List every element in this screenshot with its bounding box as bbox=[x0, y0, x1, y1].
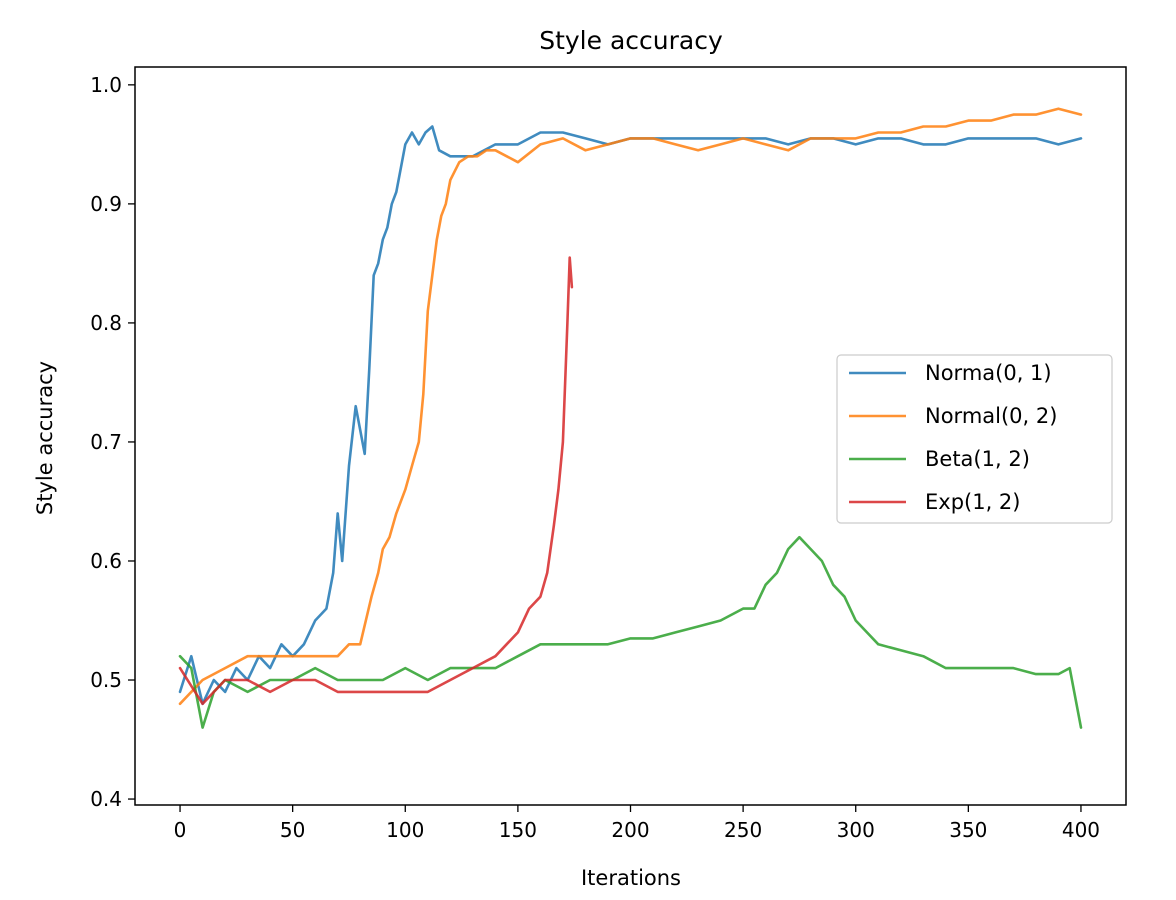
x-axis-label: Iterations bbox=[581, 866, 681, 890]
series-line-2 bbox=[178, 107, 1083, 706]
x-tick-label: 400 bbox=[1062, 818, 1100, 842]
y-tick-label: 0.5 bbox=[90, 668, 122, 692]
y-axis: 0.4 0.5 0.6 0.7 0.8 0.9 1.0 bbox=[90, 73, 135, 811]
y-tick-label: 0.9 bbox=[90, 192, 122, 216]
legend-label: Normal(0, 2) bbox=[925, 404, 1057, 428]
series-layer bbox=[178, 107, 1083, 729]
y-axis-label: Style accuracy bbox=[33, 361, 57, 515]
x-tick-label: 200 bbox=[611, 818, 649, 842]
chart-title: Style accuracy bbox=[539, 26, 723, 55]
x-tick-label: 350 bbox=[949, 818, 987, 842]
x-axis: 0 50 100 150 200 250 300 350 400 bbox=[174, 805, 1100, 842]
x-tick-label: 0 bbox=[174, 818, 187, 842]
y-tick-label: 1.0 bbox=[90, 73, 122, 97]
series-line-1 bbox=[178, 125, 1083, 706]
legend-label: Exp(1, 2) bbox=[925, 490, 1020, 514]
legend-label: Norma(0, 1) bbox=[925, 361, 1052, 385]
x-tick-label: 300 bbox=[837, 818, 875, 842]
series-line-3 bbox=[178, 535, 1083, 729]
y-tick-label: 0.4 bbox=[90, 787, 122, 811]
x-tick-label: 50 bbox=[280, 818, 305, 842]
legend: Norma(0, 1) Normal(0, 2) Beta(1, 2) Exp(1, … bbox=[836, 354, 1113, 524]
y-tick-label: 0.7 bbox=[90, 430, 122, 454]
x-tick-label: 250 bbox=[724, 818, 762, 842]
x-tick-label: 100 bbox=[386, 818, 424, 842]
series-line-4 bbox=[178, 256, 574, 706]
x-tick-label: 150 bbox=[499, 818, 537, 842]
legend-box bbox=[836, 354, 1113, 524]
legend-label: Beta(1, 2) bbox=[925, 447, 1030, 471]
y-tick-label: 0.6 bbox=[90, 549, 122, 573]
y-tick-label: 0.8 bbox=[90, 311, 122, 335]
